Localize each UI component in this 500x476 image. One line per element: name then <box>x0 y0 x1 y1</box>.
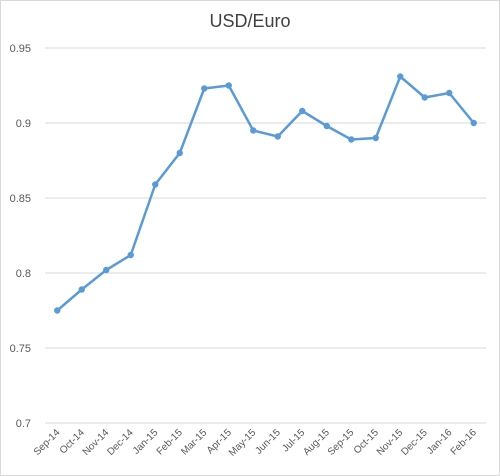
x-tick-label: Nov-15 <box>375 427 406 458</box>
data-point <box>54 307 61 314</box>
x-tick-label: Jun-15 <box>253 427 283 457</box>
y-tick-label: 0.9 <box>16 118 31 130</box>
x-tick-label: Mar-15 <box>179 427 209 457</box>
x-tick-label: Feb-16 <box>449 427 479 457</box>
y-tick-label: 0.7 <box>16 418 31 430</box>
data-point <box>78 286 85 293</box>
series-line <box>56 75 475 312</box>
y-tick-label: 0.8 <box>16 268 31 280</box>
y-tick-label: 0.85 <box>10 193 31 205</box>
chart-title: USD/Euro <box>209 11 291 31</box>
data-point <box>103 266 110 274</box>
x-tick-label: Feb-15 <box>155 427 185 457</box>
data-point <box>274 133 281 140</box>
data-point <box>176 149 183 157</box>
data-point <box>299 107 306 115</box>
data-point <box>201 85 208 92</box>
data-point <box>348 136 355 143</box>
x-tick-label: May-15 <box>227 427 259 459</box>
data-point <box>446 89 453 97</box>
data-point <box>421 94 428 101</box>
data-point <box>225 82 232 89</box>
data-point <box>372 134 379 142</box>
data-point <box>470 119 477 127</box>
x-tick-label: Nov-14 <box>81 427 112 458</box>
data-point <box>397 73 404 80</box>
x-tick-label: Sep-15 <box>326 427 357 458</box>
data-point <box>323 122 330 130</box>
data-point <box>127 251 134 259</box>
x-tick-label: Dec-15 <box>399 427 430 458</box>
x-tick-label: Dec-14 <box>105 427 136 458</box>
x-tick-label: Sep-14 <box>32 427 63 458</box>
data-point <box>250 127 257 134</box>
y-tick-label: 0.75 <box>10 343 31 355</box>
y-tick-label: 0.95 <box>10 43 31 55</box>
data-point <box>152 181 159 188</box>
